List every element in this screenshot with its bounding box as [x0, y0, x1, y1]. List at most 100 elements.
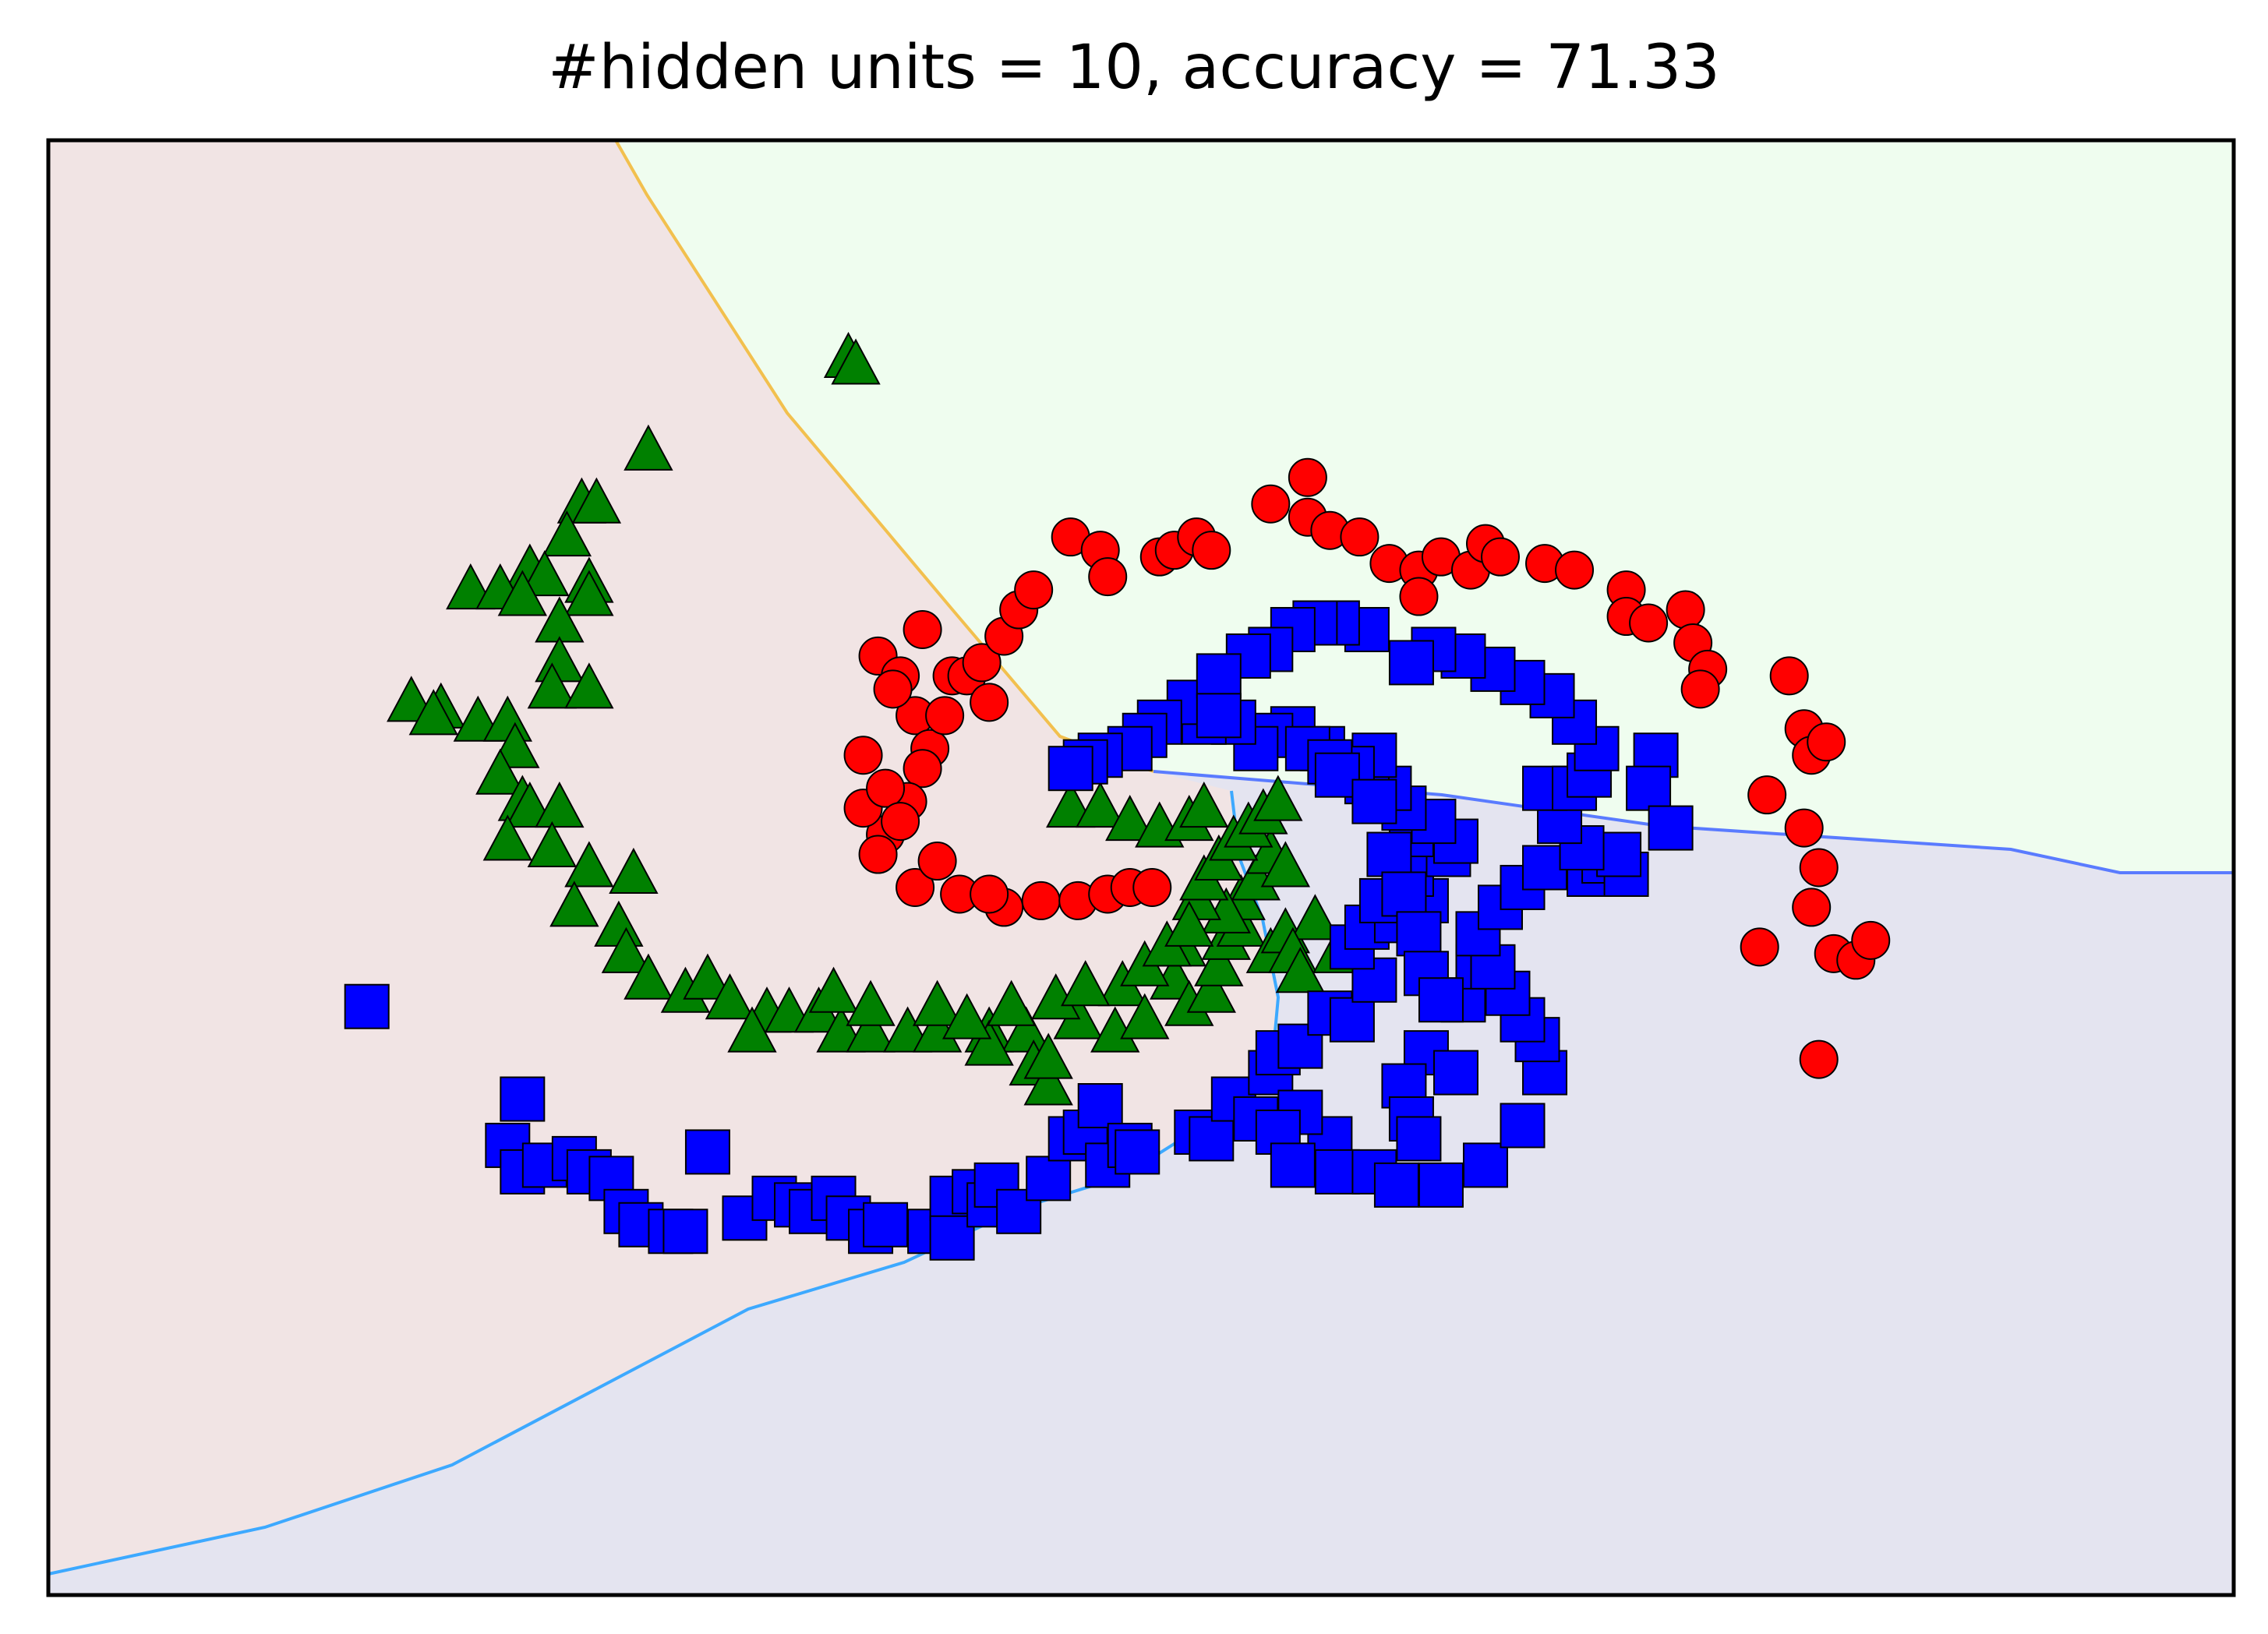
square-point [1418, 1162, 1464, 1208]
circle-point [1288, 457, 1327, 497]
triangle-point [1275, 947, 1326, 993]
circle-point [1088, 557, 1128, 597]
triangle-point [1076, 782, 1125, 828]
triangle-point [705, 973, 755, 1020]
triangle-point [527, 662, 578, 709]
triangle-point [1260, 841, 1311, 888]
circle-point [1740, 927, 1779, 967]
square-point [1626, 765, 1672, 811]
data-points [344, 331, 1891, 1261]
triangle-point [475, 748, 525, 795]
triangle-point [831, 338, 881, 385]
triangle-point [1179, 782, 1229, 828]
triangle-point [520, 549, 570, 597]
triangle-point [1002, 1006, 1051, 1053]
square-point [1115, 1129, 1160, 1175]
square-point [1351, 778, 1397, 824]
triangle-point [1253, 775, 1303, 821]
circle-point [962, 643, 1002, 683]
square-point [1077, 1083, 1123, 1129]
square-point [344, 983, 390, 1029]
circle-point [1747, 775, 1787, 815]
square-point [1329, 997, 1375, 1043]
circle-point [1792, 888, 1832, 927]
axes-frame [46, 138, 2236, 1597]
triangle-point [564, 662, 614, 709]
decision-regions [48, 139, 2234, 1595]
triangle-point [1120, 993, 1170, 1039]
triangle-point [683, 953, 733, 1000]
triangle-point [1290, 894, 1341, 941]
circle-point [1021, 881, 1061, 920]
square-point [1189, 1116, 1235, 1162]
circle-point [1014, 570, 1054, 610]
square-point [1418, 977, 1464, 1023]
circle-point [903, 609, 942, 649]
square-point [1381, 871, 1427, 917]
square-point [1396, 1116, 1442, 1162]
triangle-point [542, 510, 592, 557]
circle-point [1132, 867, 1172, 907]
square-point [1396, 911, 1442, 957]
triangle-point [497, 570, 547, 616]
triangle-point [527, 821, 578, 868]
circle-point [1769, 656, 1809, 696]
triangle-point [571, 477, 622, 524]
triangle-point [846, 1006, 896, 1053]
square-point [1373, 1162, 1419, 1208]
square-point [1196, 693, 1242, 739]
circle-point [866, 768, 906, 808]
circle-point [1799, 1039, 1839, 1079]
triangle-point [564, 570, 614, 616]
square-point [500, 1076, 546, 1122]
circle-point [1251, 484, 1291, 524]
triangle-point [535, 782, 585, 828]
circle-point [917, 842, 957, 881]
square-point [684, 1129, 730, 1175]
region-circle-class [616, 140, 2234, 873]
triangle-point [1164, 900, 1214, 947]
triangle-point [986, 979, 1037, 1026]
triangle-point [1194, 940, 1244, 986]
triangle-point [609, 847, 659, 894]
triangle-point [912, 979, 963, 1026]
triangle-point [564, 841, 614, 888]
triangle-point [408, 689, 458, 736]
circle-point [1799, 848, 1839, 888]
circle-point [1784, 808, 1824, 848]
circle-point [873, 669, 913, 709]
circle-point [843, 736, 883, 775]
square-point [1648, 805, 1694, 851]
circle-point [1807, 722, 1846, 762]
circle-point [1666, 590, 1705, 630]
triangle-point [964, 1019, 1014, 1066]
square-point [1196, 653, 1242, 699]
triangle-point [846, 979, 896, 1026]
triangle-point [1105, 794, 1155, 842]
circle-point [1399, 577, 1439, 616]
triangle-point [482, 814, 532, 861]
square-point [1270, 1142, 1316, 1188]
circle-point [903, 749, 942, 789]
circle-point [881, 802, 920, 842]
square-point [1433, 1050, 1478, 1096]
circle-point [1340, 517, 1380, 557]
circle-point [970, 874, 1009, 914]
circle-point [1480, 537, 1520, 577]
triangle-point [624, 424, 673, 471]
square-point [863, 1202, 909, 1248]
square-point [1366, 831, 1412, 877]
chart-title: #hidden units = 10, accuracy = 71.33 [548, 33, 1720, 103]
triangle-point [601, 926, 652, 973]
triangle-point [941, 993, 992, 1039]
triangle-point [1023, 1059, 1073, 1106]
circle-point [970, 683, 1009, 722]
triangle-point [624, 953, 673, 1000]
circle-point [1851, 920, 1891, 960]
square-point [1500, 1103, 1546, 1149]
circle-point [1629, 603, 1669, 643]
circle-point [1680, 669, 1720, 709]
square-point [1026, 1156, 1072, 1202]
triangle-point [727, 1006, 777, 1053]
